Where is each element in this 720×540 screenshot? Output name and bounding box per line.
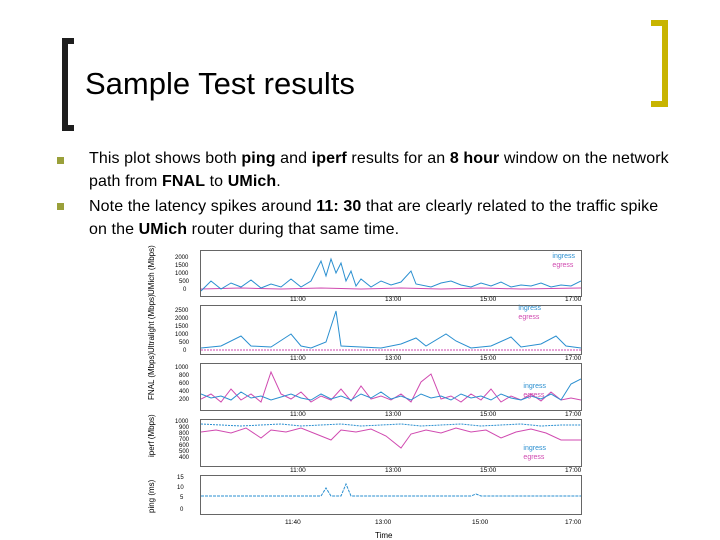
panel-3-series-svg (201, 370, 581, 403)
panel-2-tick: 1000 (175, 332, 189, 338)
bullet-text-1: This plot shows both ping and iperf resu… (89, 150, 669, 190)
panel-5-series-svg (201, 482, 581, 497)
panel-1-series-svg (201, 257, 581, 292)
panel-4-tick: 500 (179, 449, 190, 455)
panel-4-ylabel: iperf (Mbps) (147, 414, 156, 457)
panel-4-legend: ingress egress (523, 444, 546, 462)
bullet-marker-2 (57, 203, 64, 210)
panel-1-xtick: 11:00 (290, 296, 306, 303)
legend-ingress: ingress (523, 445, 546, 452)
legend-egress: egress (523, 454, 545, 461)
network-plot-figure: UMich (Mbps) 2000 1500 1000 500 0 ingres… (135, 245, 585, 540)
figure-xlabel: Time (375, 531, 393, 540)
panel-1-tick: 1000 (175, 271, 189, 277)
panel-3-ylabel: FNAL (Mbps) (147, 352, 156, 400)
panel-3-tick: 200 (179, 397, 190, 403)
panel-1-ylabel: UMich (Mbps) (147, 245, 156, 295)
panel-1-tick: 500 (179, 279, 190, 285)
panel-2-plot-area: ingress egress (200, 305, 582, 355)
panel-2-xtick: 13:00 (385, 355, 402, 362)
panel-4-xtick: 15:00 (480, 467, 497, 474)
legend-ingress: ingress (552, 253, 575, 260)
panel-1-ingress-line (201, 257, 581, 292)
legend-ingress: ingress (523, 383, 546, 390)
panel-3-tick: 600 (179, 381, 190, 387)
panel-5-xtick: 15:00 (472, 519, 489, 526)
panel-4-ingress-line (201, 423, 581, 427)
panel-4-tick: 400 (179, 455, 190, 461)
panel-5-tick: 5 (180, 495, 184, 501)
panel-4-egress-line (201, 427, 581, 449)
slide-title: Sample Test results (85, 66, 355, 101)
panel-2-ingress-line (201, 310, 581, 349)
panel-3-xtick: 13:00 (385, 411, 402, 418)
panel-3-tick: 800 (179, 373, 190, 379)
panel-3-xtick: 11:00 (290, 411, 306, 418)
panel-5-xtick: 17:00 (565, 519, 582, 526)
panel-1-tick: 0 (183, 287, 187, 293)
panel-3-ingress-line (201, 378, 581, 401)
panel-1-tick: 2000 (175, 255, 189, 261)
left-bracket-decoration (62, 38, 74, 131)
panel-4-series-svg (201, 423, 581, 449)
legend-egress: egress (523, 392, 545, 399)
bullet-text-2: Note the latency spikes around 11: 30 th… (89, 198, 659, 238)
panel-4-plot-area: ingress egress (200, 419, 582, 467)
panel-1-xtick: 17:00 (565, 296, 582, 303)
panel-5-xtick: 13:00 (375, 519, 392, 526)
panel-5-tick: 0 (180, 507, 184, 513)
panel-2-series-svg (201, 310, 581, 351)
panel-3-plot-area: ingress egress (200, 363, 582, 411)
panel-2-ylabel: Ultralight (Mbps) (147, 294, 156, 353)
panel-2-tick: 2500 (175, 308, 189, 314)
panel-2-tick: 1500 (175, 324, 189, 330)
panel-4-xtick: 11:00 (290, 467, 306, 474)
panel-2-xtick: 11:00 (290, 355, 306, 362)
panel-1-egress-line (201, 287, 581, 290)
panel-2-tick: 2000 (175, 316, 189, 322)
panel-1-tick: 1500 (175, 263, 189, 269)
bullet-marker-1 (57, 157, 64, 164)
panel-5-tick: 10 (177, 485, 184, 491)
legend-egress: egress (552, 262, 574, 269)
panel-1-legend: ingress egress (552, 252, 575, 270)
legend-egress: egress (518, 314, 540, 321)
panel-4-tick: 1000 (175, 419, 189, 425)
panel-3-tick: 1000 (175, 365, 189, 371)
panel-1-xtick: 15:00 (480, 296, 497, 303)
panel-2-tick: 500 (179, 340, 190, 346)
panel-5-ylabel: ping (ms) (147, 479, 156, 513)
panel-3-xtick: 15:00 (480, 411, 497, 418)
panel-3-tick: 400 (179, 389, 190, 395)
panel-2-xtick: 15:00 (480, 355, 497, 362)
panel-4-tick: 700 (179, 437, 190, 443)
panel-4-tick: 900 (179, 425, 190, 431)
right-bracket-decoration (651, 20, 668, 107)
panel-5-tick: 15 (177, 475, 184, 481)
panel-4-tick: 600 (179, 443, 190, 449)
panel-1-xtick: 13:00 (385, 296, 402, 303)
panel-1-plot-area: ingress egress (200, 250, 582, 297)
panel-3-xtick: 17:00 (565, 411, 582, 418)
panel-4-xtick: 13:00 (385, 467, 402, 474)
panel-2-xtick: 17:00 (565, 355, 582, 362)
panel-5-xtick: 11:40 (285, 519, 301, 526)
panel-3-egress-line (201, 370, 581, 403)
panel-2-tick: 0 (183, 348, 187, 354)
panel-2-legend: ingress egress (518, 304, 541, 322)
panel-5-ping-line (201, 482, 581, 497)
panel-5-plot-area (200, 475, 582, 515)
legend-ingress: ingress (518, 305, 541, 312)
panel-4-xtick: 17:00 (565, 467, 582, 474)
panel-3-legend: ingress egress (523, 382, 546, 400)
panel-4-tick: 800 (179, 431, 190, 437)
